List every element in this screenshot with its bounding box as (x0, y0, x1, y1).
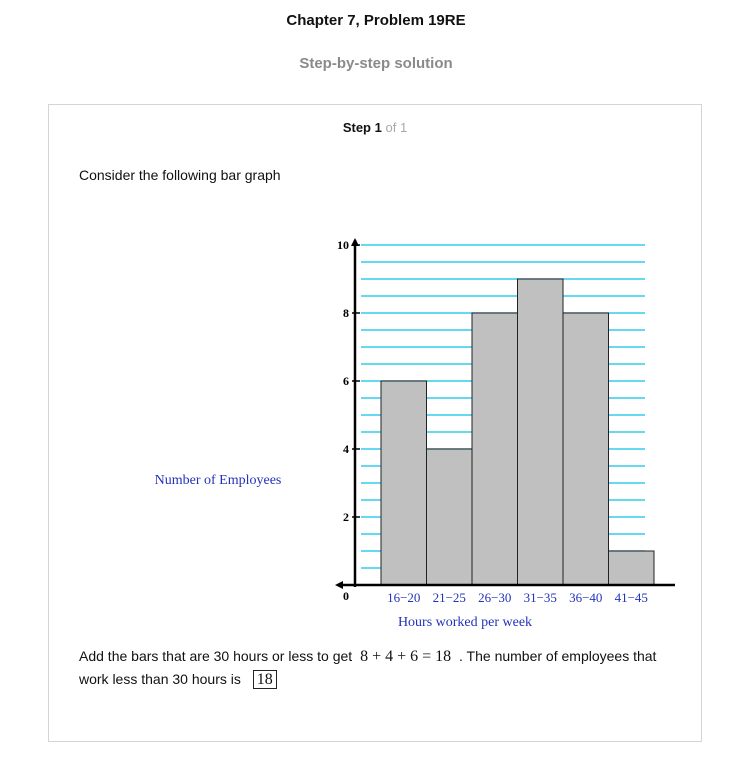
bar-chart: 0 2 4 6 8 10 16−20 21−25 26−30 31−35 36−40 41−45 N… (155, 238, 675, 630)
intro-text: Consider the following bar graph (79, 167, 281, 183)
step-label: Step (342, 120, 371, 135)
bar (517, 278, 564, 586)
y-tick-label: 8 (343, 306, 349, 320)
x-axis-label: Hours worked per week (398, 615, 532, 630)
y-tick-label: 10 (337, 238, 349, 252)
x-tick-labels: 16−20 21−25 26−30 31−35 36−40 41−45 (387, 590, 648, 605)
axes (335, 238, 675, 589)
x-tick-label: 41−45 (615, 590, 648, 605)
step-number: 1 (374, 120, 382, 135)
x-tick-label: 26−30 (478, 590, 511, 605)
answer-text-before: Add the bars that are 30 hours or less t… (79, 648, 353, 664)
step-indicator: Step 1 of 1 (49, 120, 701, 135)
y-tick-label: 6 (343, 374, 349, 388)
solution-subtitle: Step-by-step solution (299, 55, 453, 72)
step-total: of 1 (385, 120, 408, 135)
y-tick-label: 0 (343, 589, 349, 603)
answer-text-after: . The number of employees that work less… (79, 648, 657, 687)
x-tick-label: 21−25 (433, 590, 466, 605)
x-tick-label: 16−20 (387, 590, 420, 605)
x-axis-arrow-left (335, 581, 343, 589)
answer-equation: 8 + 4 + 6 = 18 (360, 648, 452, 665)
y-tick-labels: 0 2 4 6 8 10 (337, 238, 349, 603)
bar (471, 312, 518, 586)
solution-card: Step 1 of 1 Consider the following bar g… (48, 104, 702, 742)
page-title: Chapter 7, Problem 19RE (286, 12, 466, 29)
y-axis-label: Number of Employees (155, 473, 282, 488)
x-tick-label: 36−40 (569, 590, 602, 605)
y-tick-label: 2 (343, 510, 349, 524)
bars (380, 278, 655, 586)
x-tick-label: 31−35 (524, 590, 557, 605)
bar (426, 448, 473, 586)
bar (562, 312, 609, 586)
bar (608, 550, 655, 586)
answer-boxed-value: 18 (252, 670, 277, 689)
bar (380, 380, 427, 586)
answer-paragraph: Add the bars that are 30 hours or less t… (79, 645, 679, 691)
y-axis-arrow (351, 238, 359, 246)
y-tick-label: 4 (343, 442, 349, 456)
